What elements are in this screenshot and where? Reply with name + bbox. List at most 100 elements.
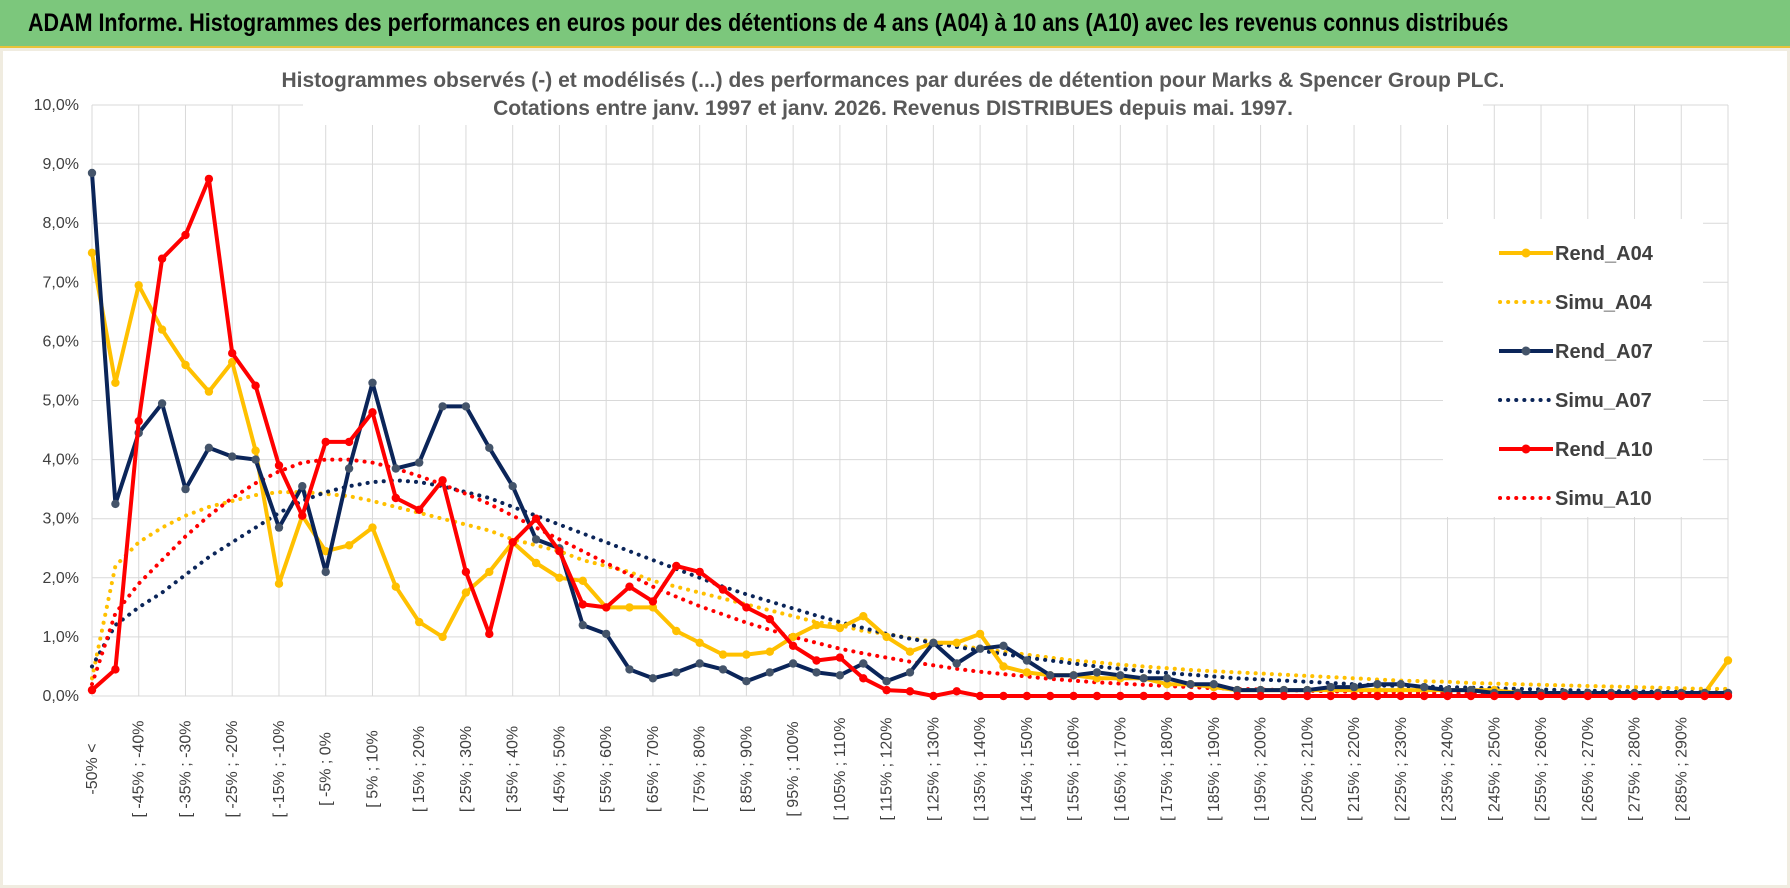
x-tick-label: [ 285% ; 290% <box>1673 717 1690 821</box>
data-point-Rend_A07 <box>204 443 214 452</box>
legend-label-Simu_A10: Simu_A10 <box>1555 488 1652 510</box>
data-point-Rend_A07 <box>344 464 354 473</box>
data-point-Rend_A07 <box>1373 680 1382 689</box>
data-point-Rend_A10 <box>274 461 284 470</box>
data-point-Rend_A07 <box>415 458 424 467</box>
data-point-Rend_A10 <box>695 567 704 577</box>
x-tick-label: [ 115% ; 120% <box>879 718 896 821</box>
x-tick-label: [ 235% ; 240% <box>1440 717 1457 821</box>
data-point-Rend_A04 <box>321 547 330 556</box>
data-point-Rend_A07 <box>788 659 798 668</box>
legend-label-Rend_A04: Rend_A04 <box>1555 243 1654 265</box>
x-tick-label: [ 195% ; 200% <box>1253 717 1270 821</box>
data-point-Rend_A10 <box>1162 691 1172 701</box>
data-point-Rend_A04 <box>695 638 704 647</box>
data-point-Rend_A07 <box>859 659 868 668</box>
data-point-Rend_A10 <box>1723 691 1733 701</box>
x-tick-label: [ -5% ; 0% <box>318 732 335 806</box>
data-point-Rend_A07 <box>321 567 330 577</box>
x-tick-label: [ 145% ; 150% <box>1019 717 1036 821</box>
data-point-Rend_A07 <box>274 523 284 532</box>
x-tick-label: [ 255% ; 260% <box>1533 717 1550 821</box>
data-point-Rend_A10 <box>1303 691 1312 701</box>
data-point-Rend_A07 <box>742 677 751 686</box>
data-point-Rend_A10 <box>718 585 728 594</box>
data-point-Rend_A07 <box>87 168 97 178</box>
data-point-Rend_A04 <box>461 588 471 597</box>
x-tick-label: [ 15% ; 20% <box>411 726 428 812</box>
data-point-Rend_A04 <box>157 325 167 334</box>
x-tick-label: -50% < <box>84 743 101 794</box>
x-tick-label: [ -15% ; -10% <box>271 721 288 818</box>
data-point-Rend_A07 <box>1162 674 1172 683</box>
y-tick-label: 4,0% <box>43 452 79 469</box>
data-point-Rend_A10 <box>929 691 938 701</box>
x-tick-label: [ 35% ; 40% <box>505 726 522 812</box>
x-tick-label: [ 45% ; 50% <box>551 726 568 812</box>
data-point-Rend_A10 <box>181 230 190 240</box>
data-point-Rend_A10 <box>134 417 143 426</box>
data-point-Rend_A10 <box>1630 691 1639 701</box>
chart-frame: 0,0% 1,0% 2,0% 3,0% 4,0% 5,0% 6,0% 7,0% 8,0% 9,0%… <box>0 48 1790 888</box>
data-point-Rend_A07 <box>368 378 377 387</box>
y-tick-label: 9,0% <box>43 156 79 173</box>
data-point-Rend_A10 <box>298 511 307 520</box>
data-point-Rend_A10 <box>344 437 354 447</box>
data-point-Rend_A10 <box>672 561 681 571</box>
data-point-Rend_A04 <box>1396 685 1406 695</box>
legend-label-Simu_A04: Simu_A04 <box>1555 292 1653 314</box>
x-tick-label: [ 95% ; 100% <box>785 721 802 816</box>
data-point-Rend_A07 <box>882 677 891 686</box>
data-point-Rend_A04 <box>228 357 237 367</box>
data-point-Rend_A10 <box>975 691 985 701</box>
x-tick-label: [ 25% ; 30% <box>458 726 475 812</box>
data-point-Rend_A10 <box>1116 691 1125 701</box>
data-point-Rend_A10 <box>157 254 167 263</box>
data-point-Rend_A07 <box>929 638 938 647</box>
data-point-Rend_A04 <box>368 523 377 532</box>
report-banner: ADAM Informe. Histogrammes des performan… <box>0 0 1790 48</box>
data-point-Rend_A07 <box>975 644 985 653</box>
x-tick-label: [ 125% ; 130% <box>925 717 942 821</box>
y-tick-label: 6,0% <box>43 333 79 350</box>
x-tick-label: [ 175% ; 180% <box>1159 717 1176 821</box>
data-point-Rend_A04 <box>134 281 143 290</box>
data-point-Rend_A10 <box>625 582 634 591</box>
data-point-Rend_A10 <box>87 685 97 695</box>
x-tick-label: [ 245% ; 250% <box>1486 717 1503 821</box>
data-point-Rend_A07 <box>578 620 587 630</box>
legend: Rend_A04 Simu_A04 Rend_A07 Simu_A07 Rend_A10… <box>1443 219 1703 517</box>
data-point-Rend_A10 <box>1022 691 1032 701</box>
data-point-Rend_A04 <box>578 576 587 585</box>
data-point-Rend_A10 <box>251 381 260 390</box>
data-point-Rend_A07 <box>1279 685 1289 695</box>
chart-titles: Histogrammes observés (-) et modélisés (… <box>282 63 1504 125</box>
y-tick-label: 8,0% <box>43 215 79 232</box>
data-point-Rend_A04 <box>975 629 985 639</box>
data-point-Rend_A10 <box>321 437 330 447</box>
series-Simu_A10 <box>90 457 1730 697</box>
data-point-Rend_A04 <box>1022 668 1032 677</box>
y-tick-label: 1,0% <box>43 629 79 646</box>
data-point-Rend_A04 <box>835 623 845 633</box>
chart-subtitle: Cotations entre janv. 1997 et janv. 2026… <box>493 97 1293 120</box>
data-point-Rend_A10 <box>742 603 751 612</box>
data-point-Rend_A10 <box>204 174 214 184</box>
x-tick-label: [ 275% ; 280% <box>1627 717 1644 821</box>
data-point-Rend_A04 <box>181 360 190 370</box>
data-point-Rend_A04 <box>274 579 284 588</box>
data-point-Rend_A10 <box>952 687 961 696</box>
series-Simu_A07 <box>90 478 1730 695</box>
series-Rend_A07 <box>87 168 1733 698</box>
data-point-Rend_A07 <box>438 402 447 411</box>
data-point-Rend_A07 <box>999 641 1008 650</box>
x-tick-label: [ -45% ; -40% <box>131 721 148 818</box>
data-point-Rend_A07 <box>1256 685 1265 695</box>
data-point-Rend_A04 <box>788 632 798 642</box>
x-tick-label: [ 5% ; 10% <box>364 730 381 807</box>
legend-label-Rend_A07: Rend_A07 <box>1555 341 1653 363</box>
x-axis-ticks: -50% < [ -45% ; -40% [ -35% ; -30% [ -25% ;… <box>84 717 1690 821</box>
data-point-Rend_A10 <box>999 691 1008 701</box>
data-point-Rend_A04 <box>111 378 120 387</box>
data-point-Rend_A10 <box>1069 691 1078 701</box>
